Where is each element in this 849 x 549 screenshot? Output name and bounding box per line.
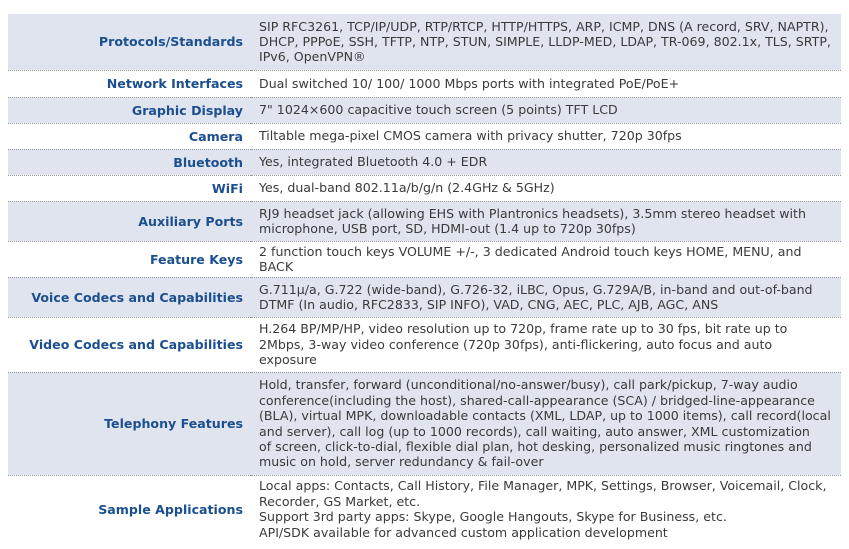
spec-value-line: API/SDK available for advanced custom ap… <box>259 524 668 540</box>
spec-value-line: and server), call log (up to 1000 record… <box>259 423 810 439</box>
spec-label: Bluetooth <box>8 148 251 175</box>
spec-row-feature-keys: Feature Keys 2 function touch keys VOLUM… <box>8 240 841 277</box>
spec-label: Telephony Features <box>8 371 251 475</box>
spec-label: Auxiliary Ports <box>8 200 251 241</box>
spec-row-video-codecs: Video Codecs and Capabilities H.264 BP/M… <box>8 316 841 372</box>
spec-row-display: Graphic Display 7" 1024×600 capacitive t… <box>8 96 841 123</box>
spec-row-camera: Camera Tiltable mega-pixel CMOS camera w… <box>8 122 841 149</box>
spec-value: RJ9 headset jack (allowing EHS with Plan… <box>251 200 841 241</box>
spec-row-bluetooth: Bluetooth Yes, integrated Bluetooth 4.0 … <box>8 148 841 175</box>
spec-value: G.711μ/a, G.722 (wide-band), G.726-32, i… <box>251 276 841 317</box>
spec-label: Protocols/Standards <box>8 14 251 70</box>
spec-table: Protocols/Standards SIP RFC3261, TCP/IP/… <box>8 14 841 543</box>
spec-label: Feature Keys <box>8 240 251 277</box>
spec-value: Yes, dual-band 802.11a/b/g/n (2.4GHz & 5… <box>251 174 841 201</box>
spec-row-voice-codecs: Voice Codecs and Capabilities G.711μ/a, … <box>8 276 841 317</box>
spec-value-line: music on hold, server redundancy & fail-… <box>259 454 544 470</box>
spec-row-sample-apps: Sample Applications Local apps: Contacts… <box>8 474 841 543</box>
spec-value: 7" 1024×600 capacitive touch screen (5 p… <box>251 96 841 123</box>
spec-value-line: Hold, transfer, forward (unconditional/n… <box>259 377 798 393</box>
spec-label: Graphic Display <box>8 96 251 123</box>
spec-value-line: H.264 BP/MP/HP, video resolution up to 7… <box>259 321 788 337</box>
spec-value-line: microphone, USB port, SD, HDMI-out (1.4 … <box>259 221 636 236</box>
spec-row-wifi: WiFi Yes, dual-band 802.11a/b/g/n (2.4GH… <box>8 174 841 201</box>
spec-value-line: 2Mbps, 3-way video conference (720p 30fp… <box>259 336 773 352</box>
spec-label: WiFi <box>8 174 251 201</box>
spec-row-aux-ports: Auxiliary Ports RJ9 headset jack (allowi… <box>8 200 841 241</box>
spec-value-line: 7" 1024×600 capacitive touch screen (5 p… <box>259 102 618 118</box>
spec-value-line: IPv6, OpenVPN® <box>259 49 366 65</box>
spec-value: Yes, integrated Bluetooth 4.0 + EDR <box>251 148 841 175</box>
spec-value: H.264 BP/MP/HP, video resolution up to 7… <box>251 316 841 372</box>
spec-value-line: Support 3rd party apps: Skype, Google Ha… <box>259 509 727 525</box>
spec-value: Dual switched 10/ 100/ 1000 Mbps ports w… <box>251 69 841 97</box>
spec-value-line: Recorder, GS Market, etc. <box>259 493 421 509</box>
spec-value-line: Yes, integrated Bluetooth 4.0 + EDR <box>259 154 488 170</box>
spec-value: Local apps: Contacts, Call History, File… <box>251 474 841 543</box>
spec-value-line: G.711μ/a, G.722 (wide-band), G.726-32, i… <box>259 281 813 297</box>
spec-row-telephony: Telephony Features Hold, transfer, forwa… <box>8 371 841 475</box>
spec-value-line: DTMF (In audio, RFC2833, SIP INFO), VAD,… <box>259 297 719 312</box>
spec-value-line: BACK <box>259 259 294 274</box>
spec-row-network: Network Interfaces Dual switched 10/ 100… <box>8 69 841 97</box>
spec-label: Network Interfaces <box>8 69 251 97</box>
spec-value-line: Tiltable mega-pixel CMOS camera with pri… <box>259 128 682 144</box>
spec-label: Video Codecs and Capabilities <box>8 316 251 372</box>
spec-value: SIP RFC3261, TCP/IP/UDP, RTP/RTCP, HTTP/… <box>251 14 841 70</box>
spec-value-line: SIP RFC3261, TCP/IP/UDP, RTP/RTCP, HTTP/… <box>259 18 829 34</box>
spec-row-protocols: Protocols/Standards SIP RFC3261, TCP/IP/… <box>8 14 841 70</box>
spec-value-line: 2 function touch keys VOLUME +/-, 3 dedi… <box>259 243 802 259</box>
spec-value-line: exposure <box>259 352 317 368</box>
spec-value-line: of screen, click-to-dial, flexible dial … <box>259 438 812 454</box>
spec-value: Hold, transfer, forward (unconditional/n… <box>251 371 841 475</box>
spec-value-line: DHCP, PPPoE, SSH, TFTP, NTP, STUN, SIMPL… <box>259 34 831 50</box>
spec-value-line: Yes, dual-band 802.11a/b/g/n (2.4GHz & 5… <box>259 180 555 196</box>
spec-label: Voice Codecs and Capabilities <box>8 276 251 317</box>
spec-value: 2 function touch keys VOLUME +/-, 3 dedi… <box>251 240 841 277</box>
spec-value-line: Local apps: Contacts, Call History, File… <box>259 478 827 494</box>
spec-label: Camera <box>8 122 251 149</box>
spec-value-line: (BLA), virtual MPK, downloadable contact… <box>259 408 831 424</box>
spec-value-line: conference(including the host), shared-c… <box>259 392 815 408</box>
spec-value-line: Dual switched 10/ 100/ 1000 Mbps ports w… <box>259 75 680 91</box>
spec-label: Sample Applications <box>8 474 251 543</box>
spec-value: Tiltable mega-pixel CMOS camera with pri… <box>251 122 841 149</box>
spec-value-line: RJ9 headset jack (allowing EHS with Plan… <box>259 205 806 221</box>
